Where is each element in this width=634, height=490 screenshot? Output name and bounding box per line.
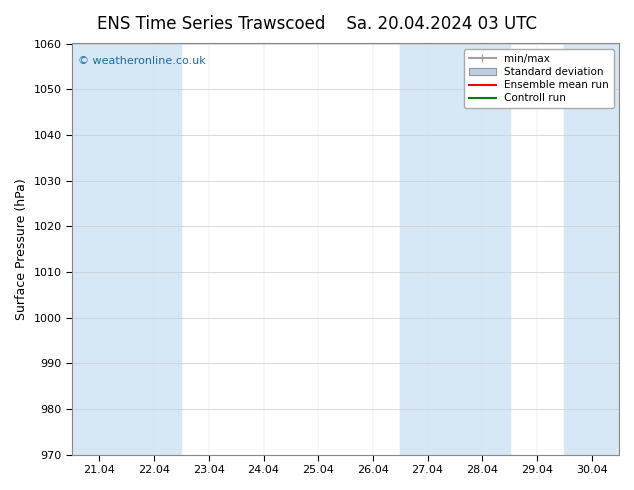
Bar — [564, 44, 619, 455]
Bar — [72, 44, 127, 455]
Text: © weatheronline.co.uk: © weatheronline.co.uk — [77, 56, 205, 66]
Text: ENS Time Series Trawscoed    Sa. 20.04.2024 03 UTC: ENS Time Series Trawscoed Sa. 20.04.2024… — [97, 15, 537, 33]
Bar — [455, 44, 510, 455]
Bar — [400, 44, 455, 455]
Legend: min/max, Standard deviation, Ensemble mean run, Controll run: min/max, Standard deviation, Ensemble me… — [464, 49, 614, 108]
Y-axis label: Surface Pressure (hPa): Surface Pressure (hPa) — [15, 178, 28, 320]
Bar — [127, 44, 181, 455]
